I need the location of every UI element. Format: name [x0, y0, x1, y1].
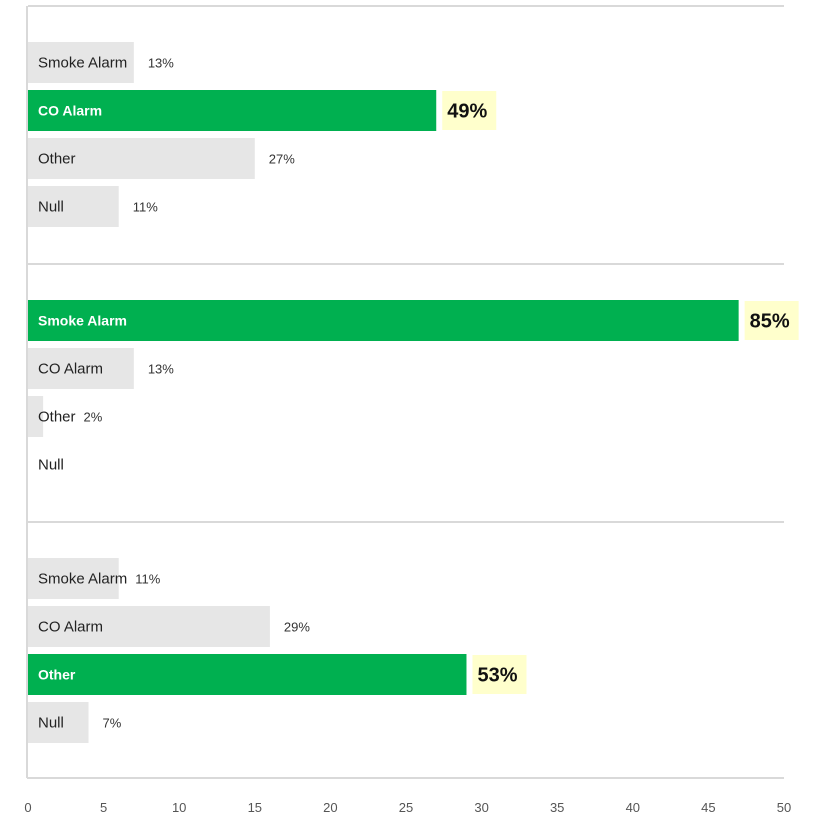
bar: [28, 654, 467, 695]
bar: [28, 42, 134, 83]
bar-value-label: 29%: [284, 620, 310, 635]
x-tick-label: 5: [100, 800, 107, 815]
bar-value-label: 49%: [447, 101, 487, 123]
bar-category-label: Null: [38, 457, 64, 474]
x-tick-label: 30: [474, 800, 488, 815]
x-tick-label: 10: [172, 800, 186, 815]
x-tick-label: 25: [399, 800, 413, 815]
bar-category-label: Smoke Alarm: [38, 313, 127, 329]
x-tick-label: 15: [248, 800, 262, 815]
x-tick-label: 50: [777, 800, 791, 815]
bar-category-label: Null: [38, 715, 64, 732]
bar-value-label: 53%: [477, 665, 517, 687]
value-label-background: [472, 655, 527, 694]
bar: [28, 300, 739, 341]
bar: [28, 396, 44, 437]
value-label-background: [744, 301, 799, 340]
value-label-background: [442, 91, 497, 130]
bar-value-label: 2%: [84, 410, 103, 425]
x-tick-label: 35: [550, 800, 564, 815]
bar: [28, 90, 437, 131]
x-tick-label: 40: [626, 800, 640, 815]
bar-category-label: CO Alarm: [38, 361, 103, 378]
bar-value-label: 13%: [148, 362, 174, 377]
bar-category-label: CO Alarm: [38, 619, 103, 636]
x-tick-label: 0: [24, 800, 31, 815]
bar-category-label: Other: [38, 667, 76, 683]
bar-category-label: Smoke Alarm: [38, 55, 127, 72]
bar-value-label: 13%: [148, 56, 174, 71]
bar: [28, 186, 119, 227]
bar-value-label: 27%: [269, 152, 295, 167]
bar-category-label: CO Alarm: [38, 103, 102, 119]
bar-category-label: Smoke Alarm: [38, 571, 127, 588]
bar: [28, 606, 270, 647]
x-tick-label: 20: [323, 800, 337, 815]
bar-value-label: 11%: [135, 572, 160, 587]
bar-category-label: Null: [38, 199, 64, 216]
x-tick-label: 45: [701, 800, 715, 815]
bar-value-label: 85%: [750, 311, 790, 333]
bar-value-label: 7%: [102, 716, 121, 731]
bar-category-label: Other: [38, 151, 76, 168]
bar: [28, 558, 119, 599]
bar: [28, 702, 89, 743]
bar-category-label: Other: [38, 409, 76, 426]
bar-value-label: 11%: [133, 200, 158, 215]
bar: [28, 348, 134, 389]
bar: [28, 138, 255, 179]
